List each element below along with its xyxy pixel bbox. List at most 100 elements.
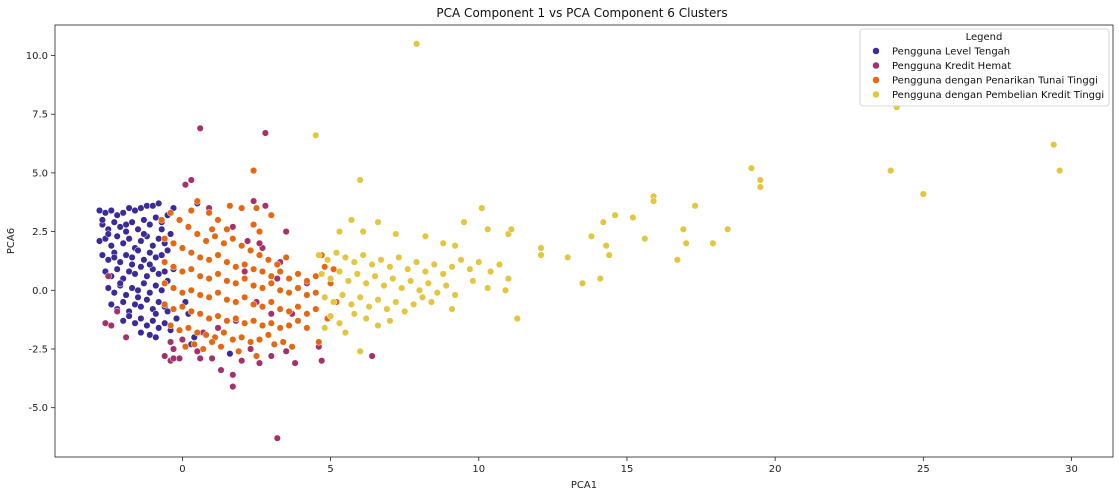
data-point: [466, 265, 474, 273]
data-point: [161, 235, 169, 243]
data-point: [682, 239, 690, 247]
data-point: [101, 319, 109, 327]
data-point: [134, 293, 142, 301]
data-point: [172, 314, 181, 323]
data-point: [629, 213, 637, 222]
data-point: [220, 329, 228, 337]
legend-box: [859, 28, 1110, 107]
data-point: [137, 204, 145, 212]
data-point: [110, 253, 118, 261]
data-point: [193, 197, 201, 205]
data-point: [282, 228, 290, 236]
x-tick-label: 0: [179, 464, 185, 475]
legend-entry: Pengguna dengan Penarikan Tunai Tinggi: [892, 76, 1098, 87]
data-point: [318, 357, 326, 365]
series-3: [312, 40, 1064, 355]
data-point: [155, 235, 163, 243]
data-point: [155, 324, 163, 332]
data-point: [709, 239, 717, 247]
data-point: [433, 289, 441, 297]
data-point: [599, 218, 607, 226]
data-point: [250, 167, 258, 175]
data-point: [611, 211, 619, 219]
data-point: [125, 267, 133, 276]
data-point: [155, 298, 163, 306]
data-point: [383, 305, 391, 313]
data-point: [232, 263, 240, 271]
data-point: [137, 314, 145, 323]
data-point: [389, 275, 397, 283]
data-point: [113, 211, 121, 219]
data-point: [250, 300, 258, 308]
data-point: [241, 267, 249, 276]
data-point: [208, 225, 216, 233]
data-point: [175, 216, 184, 224]
data-point: [377, 256, 385, 264]
data-point: [312, 131, 320, 139]
data-point: [255, 228, 264, 236]
data-point: [250, 221, 258, 229]
legend-entry: Pengguna Level Tengah: [892, 47, 1010, 58]
data-point: [131, 300, 139, 308]
data-point: [487, 267, 495, 276]
data-point: [303, 291, 311, 299]
data-point: [167, 230, 175, 238]
data-point: [158, 225, 166, 233]
data-point: [205, 256, 213, 264]
data-point: [273, 434, 281, 442]
data-point: [276, 324, 284, 332]
data-point: [167, 338, 175, 346]
data-point: [327, 312, 335, 320]
data-point: [261, 129, 269, 137]
data-point: [398, 284, 406, 292]
data-point: [98, 251, 106, 259]
data-point: [410, 300, 418, 308]
data-point: [475, 258, 483, 266]
data-point: [267, 352, 275, 360]
data-point: [223, 296, 231, 304]
data-point: [122, 251, 130, 259]
data-point: [217, 366, 225, 374]
data-point: [149, 317, 157, 325]
data-point: [407, 277, 415, 285]
x-axis-label: PCA1: [571, 480, 597, 491]
data-point: [107, 300, 115, 308]
data-point: [196, 124, 204, 132]
data-point: [457, 256, 465, 264]
data-point: [199, 345, 207, 353]
data-point: [238, 357, 246, 365]
data-point: [303, 310, 311, 318]
data-point: [134, 225, 142, 233]
data-point: [724, 225, 732, 233]
data-point: [202, 237, 210, 245]
data-point: [448, 263, 456, 271]
data-point: [285, 321, 293, 330]
data-point: [140, 216, 148, 224]
data-point: [252, 204, 261, 212]
data-point: [495, 260, 504, 269]
data-point: [294, 317, 302, 325]
data-point: [273, 260, 281, 269]
data-point: [421, 232, 429, 240]
data-point: [128, 284, 136, 292]
data-point: [187, 249, 195, 257]
data-point: [193, 230, 201, 238]
data-point: [501, 286, 510, 294]
x-tick-label: 20: [769, 464, 782, 475]
data-point: [169, 305, 178, 313]
data-point: [356, 176, 364, 184]
data-point: [137, 303, 145, 311]
data-point: [110, 289, 118, 297]
data-point: [217, 343, 225, 351]
data-point: [285, 275, 293, 283]
series-2: [158, 167, 341, 360]
data-point: [214, 216, 222, 224]
data-point: [113, 307, 121, 315]
data-point: [442, 282, 450, 290]
data-point: [424, 279, 432, 287]
data-point: [119, 209, 127, 217]
data-point: [267, 211, 275, 219]
data-point: [887, 167, 895, 175]
data-point: [125, 235, 133, 243]
data-point: [169, 284, 178, 292]
